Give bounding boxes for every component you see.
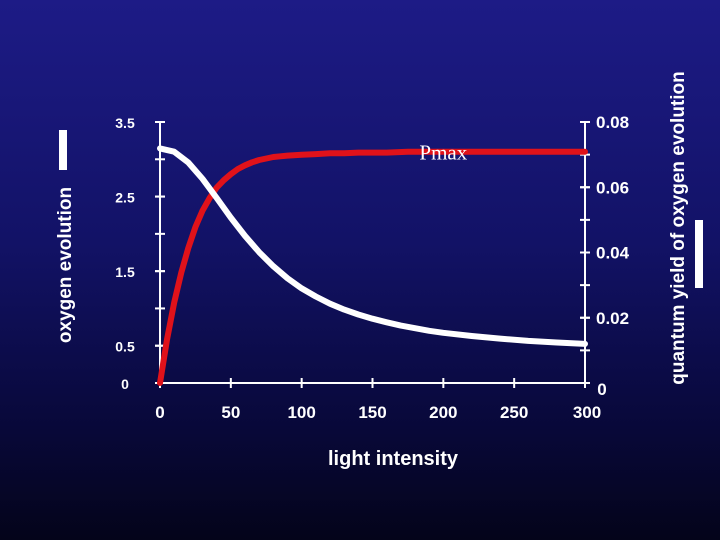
quantum-yield-line xyxy=(157,145,588,347)
series-layer xyxy=(157,145,588,386)
right-tick-label: 0.08 xyxy=(596,113,629,132)
right-y-axis-title: quantum yield of oxygen evolution xyxy=(668,71,689,385)
x-tick-label: 100 xyxy=(287,403,315,422)
x-tick-label: 0 xyxy=(155,403,164,422)
left-axis-title-bar xyxy=(59,130,67,170)
x-tick-label: 200 xyxy=(429,403,457,422)
left-tick-label: 1.5 xyxy=(115,264,135,280)
x-tick-label: 300 xyxy=(573,403,601,422)
left-tick-label: 0.5 xyxy=(115,339,135,355)
left-tick-label: 0 xyxy=(121,376,129,392)
left-tick-label: 2.5 xyxy=(115,190,135,206)
pmax-annotation: Pmax xyxy=(419,140,467,164)
x-tick-label: 250 xyxy=(500,403,528,422)
x-axis-title: light intensity xyxy=(328,448,459,470)
left-y-ticks: 3.5 2.5 1.5 0.5 0 xyxy=(115,115,165,392)
left-tick-label: 3.5 xyxy=(115,115,135,131)
left-y-axis-title: oxygen evolution xyxy=(55,187,76,343)
x-tick-label: 150 xyxy=(358,403,386,422)
right-tick-label: 0 xyxy=(597,380,606,399)
right-axis-title-bar xyxy=(695,220,703,288)
x-tick-label: 50 xyxy=(221,403,240,422)
right-y-ticks: 0.08 0.06 0.04 0.02 0 xyxy=(580,113,630,399)
right-tick-label: 0.06 xyxy=(596,178,629,197)
x-ticks: 0 50 100 150 200 250 300 xyxy=(155,378,601,422)
oxygen-evolution-line xyxy=(157,148,588,386)
right-tick-label: 0.04 xyxy=(596,244,630,263)
right-tick-label: 0.02 xyxy=(596,309,629,328)
